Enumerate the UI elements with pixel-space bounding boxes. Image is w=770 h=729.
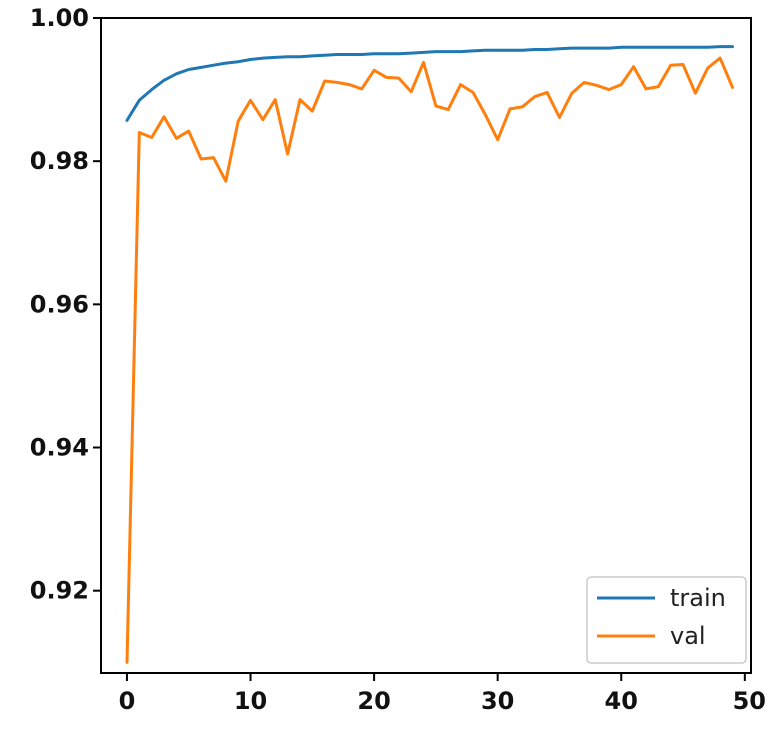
legend-label-train: train (670, 584, 726, 612)
series-line-train (125, 45, 734, 122)
x-axis: 0 10 20 30 40 50 (119, 673, 766, 715)
x-tick-label: 10 (234, 687, 267, 715)
y-tick-label: 1.00 (30, 4, 89, 32)
y-axis: 0.92 0.94 0.96 0.98 1.00 (30, 4, 101, 605)
series-line-val (125, 56, 734, 664)
y-tick-label: 0.96 (30, 290, 89, 318)
x-tick-label: 20 (357, 687, 390, 715)
plot-frame (100, 17, 752, 674)
x-tick-label: 40 (605, 687, 638, 715)
legend: train val (586, 576, 747, 664)
x-tick-label: 30 (481, 687, 514, 715)
series-lines (125, 45, 734, 664)
y-tick-label: 0.92 (30, 577, 89, 605)
x-tick-label: 0 (119, 687, 136, 715)
y-tick-label: 0.94 (30, 434, 89, 462)
plot-area (101, 18, 751, 673)
legend-label-val: val (670, 622, 706, 650)
y-tick-label: 0.98 (30, 147, 89, 175)
x-tick-label: 50 (733, 687, 766, 715)
